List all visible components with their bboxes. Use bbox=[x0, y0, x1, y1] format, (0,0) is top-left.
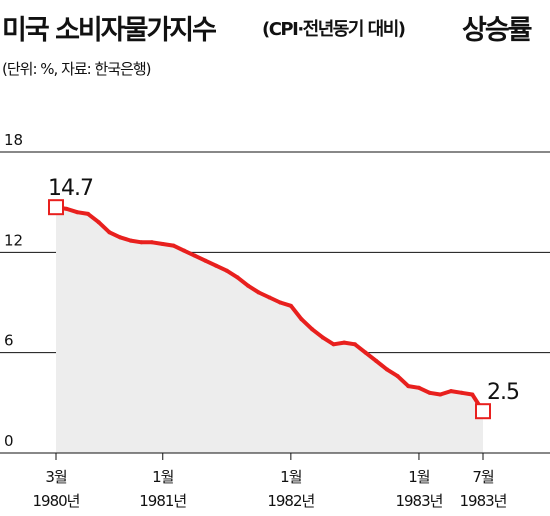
data-point bbox=[150, 240, 155, 245]
data-point bbox=[171, 243, 176, 248]
data-point bbox=[139, 240, 144, 245]
data-point bbox=[406, 384, 411, 389]
data-point bbox=[363, 350, 368, 355]
data-label: 14.7 bbox=[48, 176, 93, 201]
x-tick-label: 1981년 bbox=[139, 492, 186, 510]
y-tick-label: 18 bbox=[4, 131, 23, 149]
data-point bbox=[320, 335, 325, 340]
data-point bbox=[278, 300, 283, 305]
y-tick-label: 12 bbox=[4, 231, 23, 249]
data-point bbox=[214, 263, 219, 268]
data-point bbox=[352, 342, 357, 347]
data-point bbox=[107, 230, 112, 235]
data-point bbox=[448, 389, 453, 394]
x-tick-label: 1980년 bbox=[33, 492, 80, 510]
x-tick-label: 7월 bbox=[472, 468, 494, 486]
x-tick-label: 1983년 bbox=[460, 492, 507, 510]
data-point bbox=[299, 317, 304, 322]
data-point bbox=[288, 303, 293, 308]
data-point bbox=[192, 253, 197, 258]
data-point bbox=[235, 275, 240, 280]
data-point bbox=[427, 390, 432, 395]
endpoint-marker bbox=[475, 403, 491, 420]
data-point bbox=[416, 385, 421, 390]
data-point bbox=[75, 210, 80, 215]
data-point bbox=[224, 268, 229, 273]
data-point bbox=[438, 392, 443, 397]
data-point bbox=[96, 220, 101, 225]
title-end: 상승률 bbox=[462, 15, 533, 46]
data-point bbox=[203, 258, 208, 263]
data-point bbox=[374, 359, 379, 364]
data-point bbox=[310, 327, 315, 332]
data-point bbox=[384, 367, 389, 372]
x-tick-label: 3월 bbox=[45, 468, 67, 486]
x-tick-label: 1982년 bbox=[267, 492, 314, 510]
title-main: 미국 소비자물가지수 bbox=[2, 15, 217, 46]
data-point bbox=[128, 238, 133, 243]
chart-subtitle: (단위: %, 자료: 한국은행) bbox=[2, 60, 152, 78]
data-point bbox=[86, 211, 91, 216]
title-paren: (CPI·전년동기 대비) bbox=[262, 19, 406, 40]
chart-title: 미국 소비자물가지수 (CPI·전년동기 대비) 상승률 bbox=[0, 4, 550, 50]
data-point bbox=[256, 290, 261, 295]
data-point bbox=[246, 283, 251, 288]
data-point bbox=[267, 295, 272, 300]
x-tick-label: 1월 bbox=[280, 468, 302, 486]
y-tick-label: 0 bbox=[4, 432, 14, 450]
x-tick-label: 1983년 bbox=[395, 492, 442, 510]
data-point bbox=[459, 390, 464, 395]
data-point bbox=[64, 206, 69, 211]
data-point bbox=[160, 241, 165, 246]
data-label: 2.5 bbox=[487, 380, 519, 405]
data-point bbox=[331, 342, 336, 347]
data-point bbox=[470, 392, 475, 397]
x-tick-label: 1월 bbox=[152, 468, 174, 486]
y-tick-label: 6 bbox=[4, 332, 14, 350]
data-point bbox=[118, 235, 123, 240]
area-fill bbox=[56, 207, 483, 453]
data-point bbox=[342, 340, 347, 345]
endpoint-marker bbox=[48, 199, 64, 216]
data-point bbox=[395, 374, 400, 379]
x-tick-label: 1월 bbox=[408, 468, 430, 486]
data-point bbox=[182, 248, 187, 253]
